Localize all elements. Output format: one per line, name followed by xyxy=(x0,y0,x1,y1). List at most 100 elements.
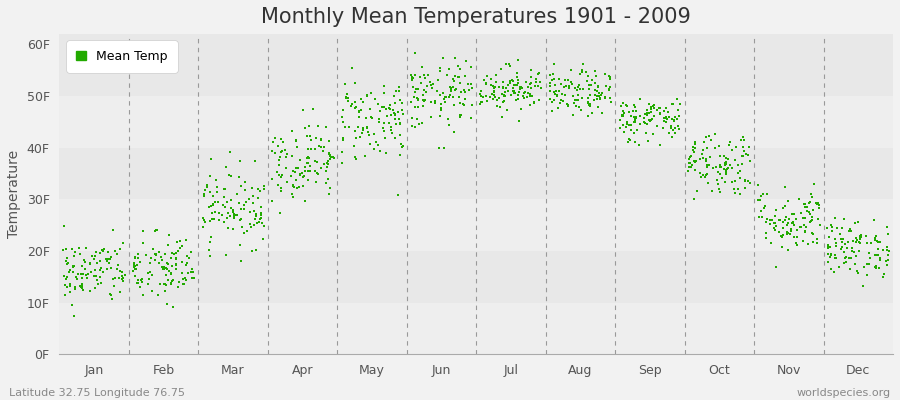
Point xyxy=(356,126,370,133)
Point xyxy=(425,85,439,92)
Point xyxy=(418,89,433,96)
Point xyxy=(442,66,456,72)
Bar xyxy=(59,148,893,199)
Point xyxy=(151,260,166,266)
Point xyxy=(595,90,609,96)
Point xyxy=(518,88,532,95)
Point xyxy=(319,168,333,174)
Point xyxy=(410,94,424,101)
Point xyxy=(292,184,307,190)
Point xyxy=(780,231,795,237)
Point xyxy=(659,114,673,121)
Point xyxy=(285,128,300,134)
Point xyxy=(280,151,294,158)
Point xyxy=(615,112,629,118)
Point xyxy=(297,198,311,204)
Point xyxy=(73,283,87,290)
Point xyxy=(768,213,782,219)
Point xyxy=(443,84,457,90)
Point xyxy=(323,155,338,162)
Point xyxy=(104,291,118,298)
Point xyxy=(389,121,403,127)
Point xyxy=(127,262,141,268)
Point xyxy=(173,245,187,251)
Point xyxy=(563,79,578,85)
Point xyxy=(176,281,191,287)
Point xyxy=(395,107,410,114)
Point xyxy=(843,226,858,232)
Point xyxy=(155,264,169,270)
Point xyxy=(804,191,818,197)
Point xyxy=(808,199,823,206)
Point xyxy=(594,92,608,98)
Point xyxy=(353,134,367,140)
Point xyxy=(148,228,162,234)
Point xyxy=(392,116,406,123)
Point xyxy=(687,148,701,155)
Point xyxy=(405,74,419,81)
Point xyxy=(543,72,557,78)
Point xyxy=(718,167,733,173)
Point xyxy=(811,216,825,222)
Point xyxy=(821,241,835,248)
Point xyxy=(222,172,237,178)
Point xyxy=(479,80,493,87)
Point xyxy=(800,204,814,210)
Point xyxy=(342,124,356,131)
Point xyxy=(568,85,582,91)
Point xyxy=(806,239,821,245)
Point xyxy=(789,242,804,249)
Point xyxy=(580,78,594,84)
Point xyxy=(234,183,248,190)
Point xyxy=(410,104,425,110)
Point xyxy=(503,78,517,85)
Point xyxy=(203,218,218,224)
Point xyxy=(285,182,300,189)
Point xyxy=(347,143,362,149)
Point xyxy=(344,102,358,109)
Point xyxy=(443,92,457,98)
Point xyxy=(231,200,246,206)
Point xyxy=(408,49,422,56)
Point xyxy=(613,125,627,132)
Point xyxy=(145,272,159,278)
Point xyxy=(503,92,517,99)
Point xyxy=(804,218,818,224)
Point xyxy=(474,93,489,99)
Point xyxy=(583,103,598,109)
Point xyxy=(289,138,303,144)
Point xyxy=(226,209,240,215)
Point xyxy=(650,122,664,129)
Point xyxy=(836,235,850,242)
Point xyxy=(734,153,749,160)
Point xyxy=(622,122,636,128)
Point xyxy=(83,288,97,294)
Point xyxy=(408,88,422,95)
Point xyxy=(598,95,612,102)
Point xyxy=(376,127,391,134)
Point xyxy=(797,229,812,236)
Point xyxy=(510,77,525,84)
Point xyxy=(618,102,633,108)
Point xyxy=(217,185,231,192)
Point xyxy=(683,160,698,166)
Point xyxy=(272,162,286,168)
Point xyxy=(245,248,259,254)
Point xyxy=(796,214,810,221)
Point xyxy=(207,216,221,222)
Point xyxy=(787,221,801,228)
Point xyxy=(244,224,258,230)
Point xyxy=(494,91,508,98)
Point xyxy=(224,173,238,179)
Point xyxy=(462,86,476,93)
Point xyxy=(616,112,630,118)
Point xyxy=(487,94,501,100)
Point xyxy=(216,202,230,208)
Point xyxy=(521,89,535,96)
Point xyxy=(483,94,498,100)
Point xyxy=(657,115,671,121)
Point xyxy=(246,200,260,206)
Point xyxy=(143,254,157,261)
Point xyxy=(581,82,596,88)
Point xyxy=(202,203,216,210)
